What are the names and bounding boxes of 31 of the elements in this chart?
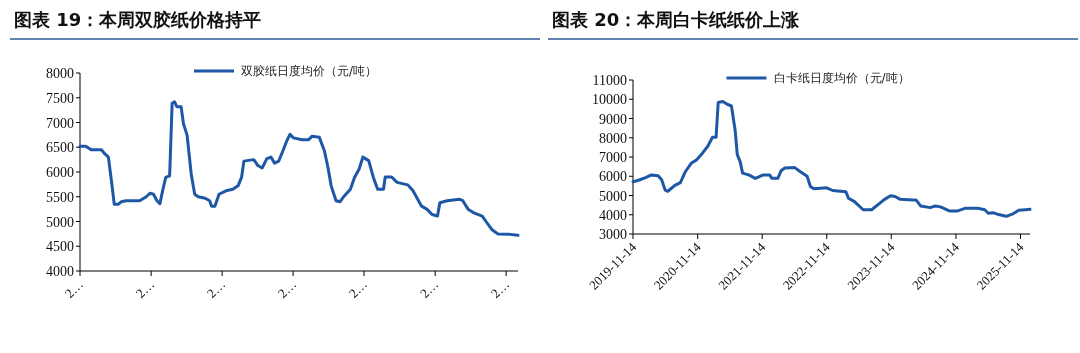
y-tick-label: 8000 [599, 130, 627, 146]
y-tick-label: 4000 [599, 207, 627, 223]
y-tick-label: 5500 [46, 189, 74, 205]
y-tick-label: 4500 [46, 239, 74, 255]
x-tick-label: 2… [345, 276, 371, 301]
legend-label: 双胶纸日度均价（元/吨） [241, 64, 378, 78]
y-tick-label: 5000 [599, 188, 627, 204]
x-tick-label: 2… [416, 276, 442, 301]
y-tick-label: 3000 [599, 227, 627, 242]
x-tick-label: 2… [61, 276, 87, 301]
y-tick-label: 11000 [592, 73, 627, 88]
y-tick-label: 10000 [592, 92, 627, 108]
y-tick-label: 7000 [599, 150, 627, 165]
y-tick-label: 4000 [46, 264, 74, 279]
y-tick-label: 5000 [46, 214, 74, 230]
y-tick-label: 6000 [599, 169, 627, 185]
x-tick-label: 2… [274, 276, 300, 301]
x-tick-label: 2… [203, 276, 229, 301]
y-tick-label: 7500 [46, 90, 74, 106]
x-tick-label: 2… [132, 276, 158, 301]
y-tick-label: 6000 [46, 165, 74, 180]
y-tick-label: 9000 [599, 111, 627, 127]
y-tick-label: 8000 [46, 66, 74, 81]
x-tick-label: 2… [487, 276, 513, 301]
line-series [631, 100, 1032, 218]
legend-label: 白卡纸日度均价（元/吨） [773, 71, 910, 85]
chart-title: 图表 20：本周白卡纸纸价上涨 [552, 9, 801, 30]
line-series [78, 100, 520, 237]
chart-title: 图表 19：本周双胶纸价格持平 [14, 9, 262, 30]
y-tick-label: 7000 [46, 115, 74, 131]
y-tick-label: 6500 [46, 140, 74, 156]
